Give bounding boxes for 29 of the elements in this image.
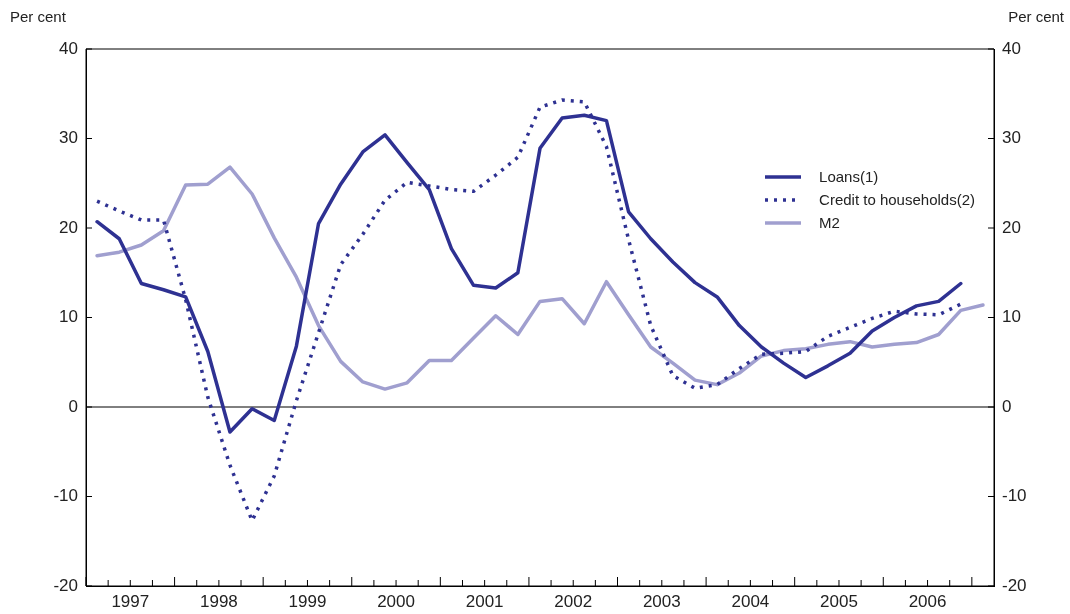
x-tick-label: 1999 bbox=[288, 591, 327, 611]
y-tick-label: 30 bbox=[59, 128, 78, 148]
y2-tick-label: 10 bbox=[1002, 307, 1021, 327]
x-tick-label: 2001 bbox=[465, 591, 504, 611]
x-tick-label: 2000 bbox=[377, 591, 415, 611]
x-tick-label: 1998 bbox=[199, 591, 238, 611]
legend-label: Credit to households(2) bbox=[819, 191, 975, 208]
y-tick-label: 0 bbox=[68, 396, 78, 416]
y2-tick-label: 0 bbox=[1002, 396, 1012, 416]
y2-tick-label: -20 bbox=[1002, 575, 1027, 595]
y-axis-title: Per cent bbox=[10, 8, 66, 25]
x-tick-label: 1997 bbox=[111, 591, 150, 611]
y-tick-label: 10 bbox=[59, 307, 78, 327]
y2-axis-title: Per cent bbox=[1008, 8, 1064, 25]
y-tick-label: 20 bbox=[59, 217, 78, 237]
y2-tick-label: 20 bbox=[1002, 217, 1021, 237]
legend-label: Loans(1) bbox=[819, 168, 879, 185]
x-tick-label: 2002 bbox=[554, 591, 593, 611]
x-tick-label: 2004 bbox=[731, 591, 770, 611]
y2-tick-label: 30 bbox=[1002, 128, 1021, 148]
y2-tick-label: -10 bbox=[1002, 486, 1027, 506]
x-tick-label: 2003 bbox=[642, 591, 681, 611]
y-tick-label: -10 bbox=[53, 486, 78, 506]
x-tick-label: 2006 bbox=[908, 591, 947, 611]
x-tick-label: 2005 bbox=[820, 591, 858, 611]
y2-tick-label: 40 bbox=[1002, 38, 1021, 58]
y-tick-label: -20 bbox=[53, 575, 78, 595]
legend-label: M2 bbox=[819, 214, 840, 231]
y-tick-label: 40 bbox=[59, 38, 78, 58]
